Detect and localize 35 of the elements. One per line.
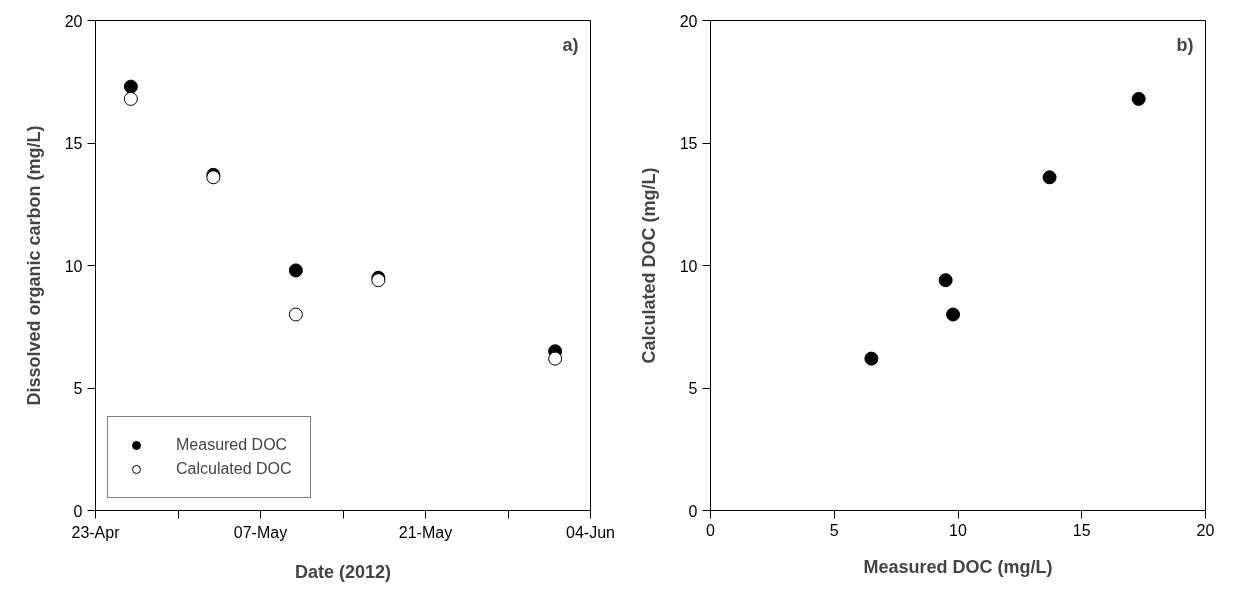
point — [864, 351, 879, 366]
y-tick-label: 20 — [64, 12, 83, 30]
point — [946, 307, 961, 322]
point — [1042, 170, 1057, 185]
y-tick-label: 0 — [73, 502, 83, 520]
point — [123, 79, 138, 94]
y-tick-label: 20 — [679, 12, 698, 30]
x-tick-label: 5 — [829, 521, 839, 539]
x-axis-title: Measured DOC (mg/L) — [863, 556, 1053, 577]
y-tick-label: 5 — [73, 380, 83, 397]
y-tick-label: 15 — [64, 135, 83, 152]
x-tick-label: 04-Jun — [566, 523, 615, 541]
y-tick-label: 10 — [679, 257, 698, 275]
x-tick-label: 15 — [1072, 521, 1091, 539]
point — [938, 273, 953, 288]
x-tick-label: 21-May — [398, 523, 453, 541]
legend-label: Measured DOC — [176, 436, 288, 454]
annotation: b) — [1176, 34, 1194, 55]
x-tick-label: 0 — [706, 521, 716, 539]
point — [548, 351, 563, 366]
y-axis-title: Dissolved organic carbon (mg/L) — [23, 125, 44, 406]
annotation: a) — [562, 34, 579, 55]
x-axis-title: Date (2012) — [294, 561, 392, 582]
x-tick-label: 10 — [949, 521, 967, 539]
y-axis-title: Calculated DOC (mg/L) — [638, 167, 659, 364]
y-tick-label: 10 — [64, 257, 83, 275]
y-tick-label: 0 — [688, 502, 698, 520]
x-tick-label: 23-Apr — [71, 523, 121, 541]
legend-label: Calculated DOC — [176, 460, 292, 478]
y-tick-label: 5 — [688, 380, 698, 397]
point — [1131, 91, 1146, 106]
y-tick-label: 15 — [679, 135, 698, 152]
x-tick-label: 07-May — [233, 523, 288, 541]
x-tick-label: 20 — [1196, 521, 1215, 539]
point — [288, 263, 303, 278]
